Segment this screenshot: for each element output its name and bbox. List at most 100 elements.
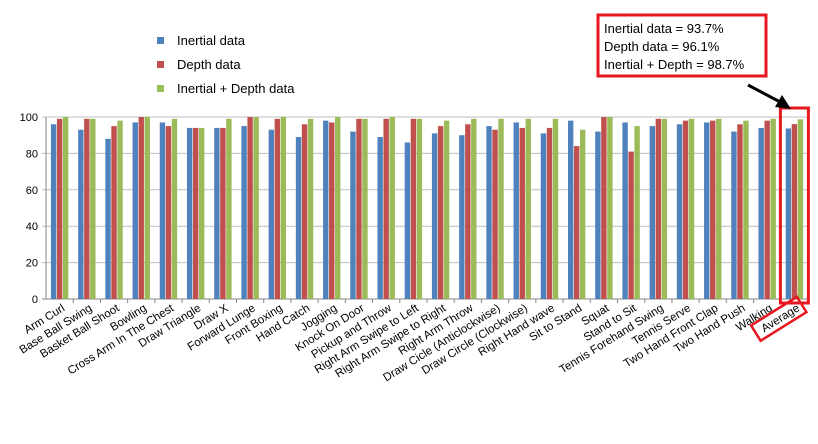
bar [443,120,450,299]
bars [50,117,804,300]
bar [307,118,314,299]
bar [716,118,722,299]
bar [274,118,281,299]
bar [797,119,804,299]
bar [410,118,417,299]
x-axis [45,117,809,303]
bar [552,118,559,299]
annotation-line: Inertial data = 93.7% [604,21,724,36]
bar [486,126,492,299]
bar [198,127,205,299]
legend-label: Inertial + Depth data [177,81,295,96]
bar [628,151,634,299]
bar [601,117,607,299]
bar [62,117,69,299]
bar [335,117,341,299]
bar [607,117,613,299]
annotation-box [596,13,768,78]
bar [758,127,764,299]
bar [247,117,253,299]
y-tick-label: 20 [26,258,38,270]
bar [159,122,166,300]
legend-label: Inertial data [177,33,246,48]
bar [513,122,519,300]
bar [138,117,144,299]
bar [84,118,90,299]
bar [661,118,668,299]
y-tick-label: 0 [32,294,38,306]
bar [186,127,193,299]
annotation-line: Inertial + Depth = 98.7% [604,57,745,72]
bar [377,137,383,299]
bar [241,126,247,299]
bar [737,124,743,299]
bar [389,117,395,299]
bar [280,117,287,299]
bar [323,120,329,299]
bar [144,117,150,299]
annotation-arrow-head [775,95,791,109]
bar [329,122,335,300]
legend-label: Depth data [177,57,241,72]
bar [356,118,362,299]
bar [165,126,172,299]
bar [676,124,683,299]
y-tick-label: 60 [26,185,38,197]
y-tick-label: 100 [20,112,38,124]
bar [595,131,601,299]
bar [404,142,411,299]
bar [383,118,389,299]
annotation-arrow-shaft [747,83,785,106]
bar [431,133,438,299]
bar [226,118,232,299]
bar [704,122,710,300]
bar [579,129,586,299]
bar [791,124,798,300]
bar [437,126,444,299]
average-highlight-box [778,106,810,305]
legend-swatch [157,61,164,68]
bar [785,128,792,299]
legend-swatch [157,85,164,92]
bar [498,118,504,299]
legend-swatch [157,37,164,44]
bar [350,131,356,299]
bar [171,118,178,299]
bar [117,120,123,299]
bar [111,126,117,299]
bar [301,124,308,299]
bar [416,118,423,299]
y-axis-tick-labels: 0 20 40 60 80 100 [20,112,38,306]
bar [764,120,770,299]
bar [622,122,628,300]
bar [56,118,63,299]
bar [459,135,465,299]
bar [192,127,199,299]
bar [220,127,226,299]
bar [546,127,553,299]
bar [492,129,498,299]
bar [682,120,689,299]
bar [105,138,111,299]
bar [362,118,368,299]
bar [471,118,477,299]
bar [688,118,695,299]
bar [710,120,716,299]
bar [268,129,275,299]
bar [743,120,749,299]
bar [525,118,531,299]
bar [770,118,776,299]
bar [731,131,737,299]
bar [634,126,640,299]
y-tick-label: 40 [26,221,38,233]
bar [573,146,580,299]
bar [465,124,471,299]
bar [253,117,259,299]
bar [519,127,525,299]
bar [78,129,84,299]
annotation-line: Depth data = 96.1% [604,39,720,54]
average-annotation: Inertial data = 93.7% Depth data = 96.1% I… [596,13,810,343]
bar [649,126,656,299]
